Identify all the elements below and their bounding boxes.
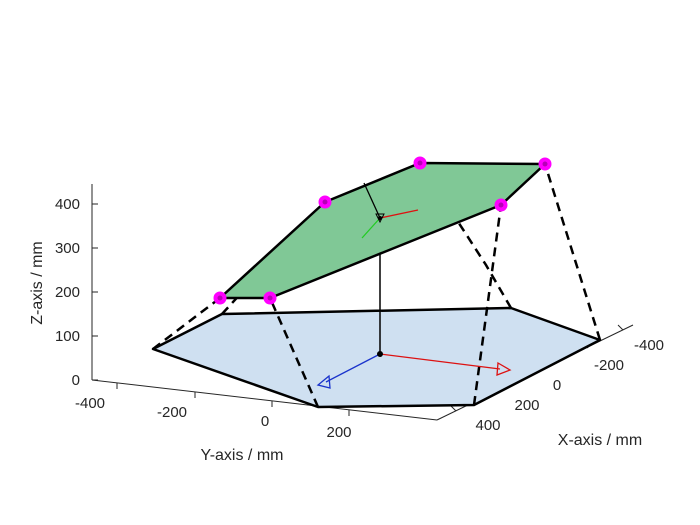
y-axis-line <box>91 379 438 421</box>
z-tick-label: 400 <box>55 196 80 213</box>
z-tick-label: 200 <box>55 284 80 301</box>
platform-frame <box>361 182 419 239</box>
base-x-arrow <box>379 353 501 370</box>
leg-6 <box>543 163 602 341</box>
y-tick-label: -200 <box>157 404 187 421</box>
y-axis-ticks <box>116 383 350 416</box>
platform-origin <box>378 216 382 220</box>
base-x-arrowhead <box>496 361 512 376</box>
moving-platform <box>218 161 547 300</box>
z-tick-label: 0 <box>72 372 80 389</box>
leg-4 <box>472 204 503 406</box>
y-tick-label: 0 <box>261 413 269 430</box>
x-tick-label: 0 <box>553 377 561 394</box>
leg-2 <box>268 297 320 408</box>
platform-x-arrow <box>379 209 419 219</box>
x-tick-label: -200 <box>594 357 624 374</box>
base-origin <box>377 351 383 357</box>
platform-z-arrow <box>363 182 381 219</box>
x-tick-label: -400 <box>634 337 664 354</box>
x-tick-label: 200 <box>514 397 539 414</box>
platform-y-arrow <box>361 217 381 239</box>
y-tick-label: -400 <box>75 395 105 412</box>
z-axis-label: Z-axis / mm <box>29 241 46 325</box>
y-axis-label: Y-axis / mm <box>201 447 284 464</box>
leg-5 <box>418 162 513 309</box>
base-y-arrow <box>325 353 381 383</box>
z-axis-ticks <box>92 203 98 381</box>
z-tick-label: 300 <box>55 240 80 257</box>
x-tick-label: 400 <box>475 417 500 434</box>
z-tick-label: 100 <box>55 328 80 345</box>
base-y-arrowhead <box>316 374 331 389</box>
x-axis-label: X-axis / mm <box>558 432 642 449</box>
joint-centers <box>217 160 548 301</box>
base-plate <box>151 306 602 409</box>
y-tick-label: 200 <box>326 424 351 441</box>
